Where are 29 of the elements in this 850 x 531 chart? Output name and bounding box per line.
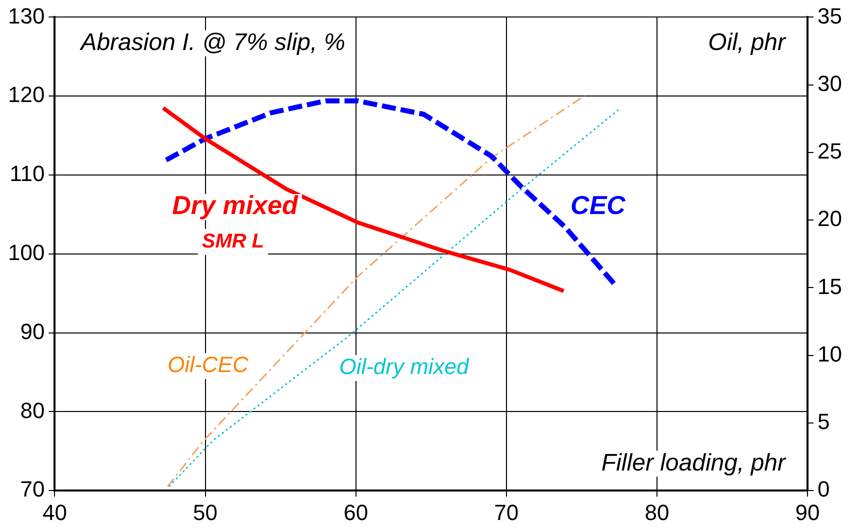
y-tick-label: 70 <box>20 476 45 502</box>
x-tick-label: 50 <box>193 500 218 525</box>
series-label: Oil-dry mixed <box>339 354 470 380</box>
x-tick-label: 90 <box>795 500 820 525</box>
series-label: Oil-CEC <box>168 352 248 378</box>
y-tick-label: 100 <box>8 240 45 265</box>
annotation: SMR L <box>202 230 264 253</box>
y-tick-label: 90 <box>20 318 45 344</box>
y-tick-label: 120 <box>8 82 45 108</box>
y2-tick-label: 25 <box>818 138 842 164</box>
x-tick-label: 60 <box>344 500 368 525</box>
y-tick-label: 110 <box>10 161 45 186</box>
y2-axis-title: Oil, phr <box>708 28 787 56</box>
y2-tick-label: 20 <box>818 206 842 232</box>
y2-tick-label: 0 <box>818 476 830 502</box>
y2-tick-label: 5 <box>818 409 830 434</box>
x-tick-label: 80 <box>644 500 670 525</box>
x-tick-label: 70 <box>494 500 519 525</box>
y2-tick-label: 10 <box>818 341 842 366</box>
x-axis-title: Filler loading, phr <box>601 449 787 476</box>
y-axis-title: Abrasion I. @ 7% slip, % <box>78 28 346 56</box>
y-tick-label: 80 <box>20 398 45 423</box>
series-label: Dry mixed <box>172 190 299 220</box>
y-tick-label: 130 <box>8 3 45 28</box>
y2-tick-label: 35 <box>818 3 842 28</box>
x-tick-label: 40 <box>42 500 67 525</box>
series-label: CEC <box>570 190 627 220</box>
y2-tick-label: 15 <box>818 274 842 299</box>
y2-tick-label: 30 <box>818 70 842 96</box>
